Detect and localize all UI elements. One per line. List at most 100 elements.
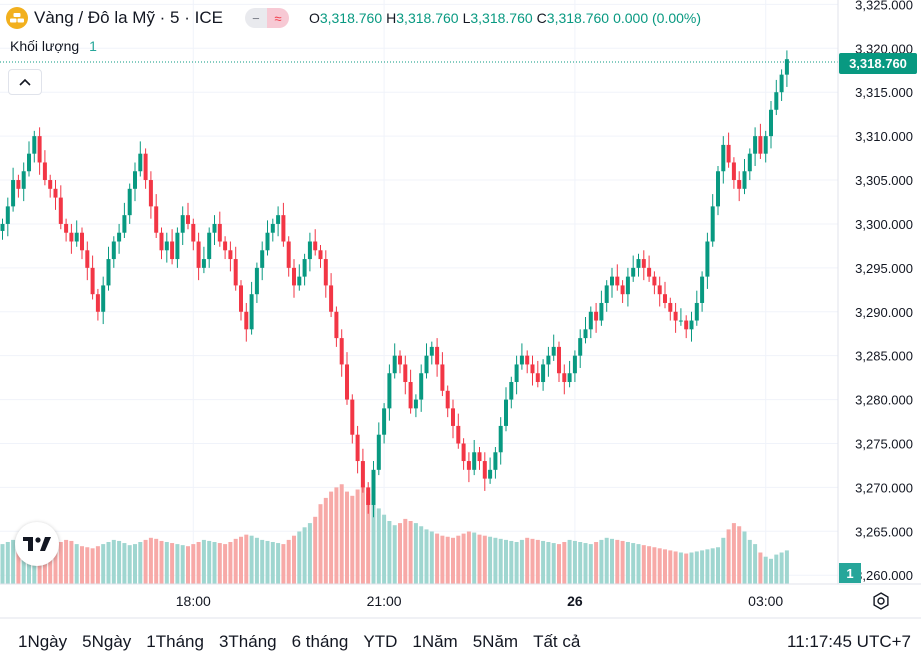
candle-body <box>716 171 720 207</box>
volume-bar <box>207 540 212 584</box>
range-button[interactable]: YTD <box>363 632 398 651</box>
candle-body <box>700 276 705 303</box>
candle-body <box>684 320 689 330</box>
range-button[interactable]: 6 tháng <box>291 632 349 651</box>
low-label: L <box>462 10 471 26</box>
candle-body <box>440 364 445 391</box>
volume-bar <box>466 531 471 584</box>
compare-toggle[interactable]: − ≈ <box>244 8 289 28</box>
volume-bar <box>11 539 16 584</box>
candle-body <box>355 434 360 462</box>
pill-left-button[interactable]: − <box>244 8 267 28</box>
candle-body <box>387 373 392 409</box>
range-button[interactable]: 1Năm <box>412 632 458 651</box>
volume-bar <box>435 533 440 584</box>
volume-bar <box>360 485 365 584</box>
pill-right-button[interactable]: ≈ <box>266 8 289 28</box>
candle-body <box>392 355 397 374</box>
volume-bar <box>382 514 387 584</box>
gear-icon[interactable] <box>871 591 891 611</box>
volume-bar <box>5 542 10 584</box>
candle-body <box>254 267 259 295</box>
volume-bar <box>239 536 243 584</box>
candle-body <box>779 74 784 93</box>
close-value: 3,318.760 <box>546 10 610 26</box>
candle-body <box>631 267 636 277</box>
volume-bar <box>753 544 758 584</box>
candle-body <box>307 241 312 260</box>
candle-body <box>784 59 789 75</box>
volume-bar <box>716 547 720 584</box>
volume-bar <box>265 540 270 584</box>
candle-body <box>610 276 614 286</box>
price-tick-label: 3,290.000 <box>855 305 913 320</box>
volume-legend: Khối lượng 1 <box>10 38 97 54</box>
time-axis: 18:00 21:00 26 03:00 <box>176 593 784 609</box>
candle-body <box>228 250 233 260</box>
volume-bar <box>641 545 646 584</box>
range-button[interactable]: 3Tháng <box>218 632 277 651</box>
candle-body <box>689 320 694 330</box>
clock[interactable]: 11:17:45 UTC+7 <box>787 632 911 651</box>
range-button[interactable]: 1Tháng <box>146 632 204 651</box>
volume-bar <box>376 508 381 584</box>
candle-body <box>774 92 779 110</box>
range-button[interactable]: 1Ngày <box>18 632 68 651</box>
symbol-title[interactable]: Vàng / Đô la Mỹ · 5 · ICE <box>34 8 223 27</box>
candle-body <box>106 259 111 286</box>
candle-body <box>196 241 201 268</box>
price-tick-label: 3,295.000 <box>855 261 913 276</box>
range-button[interactable]: 5Ngày <box>82 632 132 651</box>
volume-bar <box>366 493 371 584</box>
candle-body <box>435 346 440 365</box>
volume-bar <box>572 540 577 584</box>
candle-body <box>260 250 265 268</box>
candle-body <box>620 285 625 295</box>
candle-body <box>127 188 132 216</box>
volume-bar <box>429 531 434 584</box>
candle-body <box>5 206 10 224</box>
candle-body <box>143 153 148 181</box>
candle-body <box>170 241 175 260</box>
price-tick-label: 3,280.000 <box>855 393 913 408</box>
volume-bar <box>488 536 493 584</box>
time-tick-label: 18:00 <box>176 593 211 609</box>
candle-body <box>0 223 5 231</box>
range-button[interactable]: Tất cả <box>533 632 581 651</box>
candle-body <box>663 294 667 303</box>
volume-bar <box>133 544 137 584</box>
candle-body <box>413 399 418 409</box>
candle-body <box>419 373 424 400</box>
price-axis: 3,260.000 3,265.000 3,270.000 3,275.000 3,28… <box>855 0 913 583</box>
volume-bar <box>567 539 572 584</box>
candle-body <box>37 136 42 163</box>
volume-bar <box>594 542 599 584</box>
volume-bar <box>254 537 259 584</box>
volume-bar <box>758 552 763 584</box>
volume-bar <box>148 537 153 584</box>
volume-bar <box>668 550 673 584</box>
gold-symbol-icon[interactable] <box>6 7 28 29</box>
volume-bar <box>737 526 742 584</box>
volume-bar <box>281 544 286 584</box>
volume-bar <box>472 532 477 584</box>
chevron-up-icon <box>19 78 31 86</box>
collapse-legend-button[interactable] <box>8 69 42 95</box>
volume-label[interactable]: Khối lượng <box>10 38 80 54</box>
volume-bar <box>122 543 127 584</box>
tradingview-logo[interactable] <box>15 522 59 566</box>
candle-body <box>164 241 169 251</box>
candle-body <box>456 425 461 444</box>
volume-bar <box>747 539 752 584</box>
volume-bar <box>392 525 397 584</box>
candle-body <box>535 373 540 383</box>
volume-bar <box>413 523 418 584</box>
volume-bar <box>779 552 784 584</box>
candle-body <box>742 171 747 189</box>
range-button[interactable]: 5Năm <box>472 632 519 651</box>
candle-body <box>726 144 731 163</box>
candle-body <box>175 232 180 260</box>
candle-body <box>509 382 514 400</box>
volume-bar <box>223 544 228 584</box>
